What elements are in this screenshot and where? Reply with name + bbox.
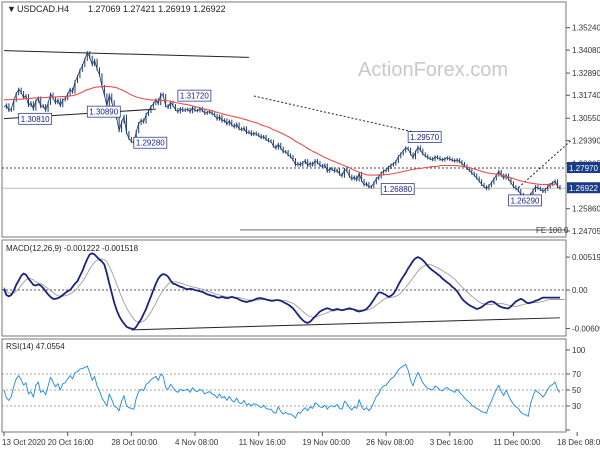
price-tick-label: 1.30550 <box>572 114 600 123</box>
price-annotation-label: 1.26880 <box>383 185 412 194</box>
watermark: ActionForex.com <box>358 59 508 81</box>
x-tick-label: 18 Dec 08:00 <box>557 438 600 447</box>
price-tick-label: 1.25860 <box>572 205 600 214</box>
price-tick-label: 1.24705 <box>572 227 600 236</box>
rsi-header: RSI(14) 47.0554 <box>6 342 65 351</box>
price-annotation-label: 1.29280 <box>136 139 165 148</box>
rsi-series-group <box>3 363 561 419</box>
price-annotation-box <box>407 131 442 143</box>
x-tick-label: 19 Nov 00:00 <box>302 438 350 447</box>
price-annotation-label: 1.26290 <box>511 196 540 205</box>
rsi-tick-label: 70 <box>572 370 581 379</box>
macd-panel-frame <box>1 239 567 337</box>
current-price-badge <box>567 182 600 194</box>
x-tick-label: 3 Dec 16:00 <box>430 438 474 447</box>
macd-tick-label: 0.00 <box>572 286 588 295</box>
x-tick-label: 28 Oct 00:00 <box>111 438 157 447</box>
rsi-axis-ticks: 100 70 50 30 <box>2 346 586 431</box>
price-annotation-box <box>133 136 168 149</box>
ema-line <box>3 85 556 186</box>
price-tick-label: 1.29390 <box>572 137 600 146</box>
macd-line <box>3 252 560 331</box>
price-annotation-label: 1.31720 <box>180 92 209 101</box>
price-close-line <box>3 52 561 201</box>
macd-tick-label: -0.006093 <box>572 325 600 334</box>
current-price-badge-text: 1.26922 <box>569 184 598 193</box>
ohlc-header: 1.27069 1.27421 1.26919 1.26922 <box>88 4 226 14</box>
price-annotations: 1.30890 1.30810 1.31720 1.29280 1.29570 1.268… <box>18 89 542 207</box>
x-tick-label: 26 Nov 08:00 <box>366 438 414 447</box>
ref-level-badge-text: 1.27970 <box>569 164 598 173</box>
symbol-dropdown-icon[interactable]: ▼ <box>7 4 16 14</box>
x-tick-label: 20 Oct 16:00 <box>48 438 94 447</box>
rsi-tick-label: 100 <box>572 346 586 355</box>
macd-header: MACD(12,26,9) -0.001222 -0.001518 <box>6 244 139 253</box>
ref-level-badge <box>567 162 600 173</box>
price-annotation-label: 1.30890 <box>89 108 118 117</box>
price-tick-label: 1.34080 <box>572 46 600 55</box>
x-tick-label: 4 Nov 08:00 <box>175 438 219 447</box>
macd-axis-ticks: 0.005195 0.00 -0.006093 <box>2 253 600 334</box>
price-tick-label: 1.32890 <box>572 69 600 78</box>
price-annotation-box <box>177 89 212 102</box>
x-tick-label: 11 Dec 00:00 <box>493 438 541 447</box>
price-annotation-box <box>18 112 53 125</box>
rsi-line <box>3 363 561 419</box>
macd-tick-label: 0.005195 <box>572 253 600 262</box>
price-annotation-box <box>380 183 415 195</box>
price-axis-ticks: 1.35240 1.34080 1.32890 1.31740 1.30550 1.293… <box>2 24 600 236</box>
rising-dashed-trendline <box>518 139 573 189</box>
falling-dashed-trendline <box>253 95 426 136</box>
macd-series-group <box>3 252 565 331</box>
rsi-panel-frame <box>1 338 567 433</box>
price-annotation-label: 1.29570 <box>410 133 439 142</box>
x-tick-label: 13 Oct 2020 <box>2 438 46 447</box>
fe-label: FE 100.0 <box>536 226 569 235</box>
price-annotation-box <box>508 194 542 207</box>
macd-trendline <box>131 317 561 331</box>
price-annotation-box <box>86 105 121 118</box>
rsi-tick-label: 30 <box>572 402 581 411</box>
price-panel-frame <box>1 1 567 238</box>
x-axis: 13 Oct 2020 20 Oct 16:00 28 Oct 00:00 4 Nov… <box>2 432 600 447</box>
upper-channel-line <box>3 50 249 58</box>
price-annotation-label: 1.30810 <box>21 115 50 124</box>
x-tick-label: 11 Nov 16:00 <box>239 438 287 447</box>
price-tick-label: 1.35240 <box>572 24 600 33</box>
price-series-group <box>3 51 561 202</box>
price-tick-label: 1.31740 <box>572 91 600 100</box>
macd-signal-line <box>3 258 565 323</box>
symbol-label: USDCAD.H4 <box>17 4 69 14</box>
rsi-tick-label: 50 <box>572 386 581 395</box>
